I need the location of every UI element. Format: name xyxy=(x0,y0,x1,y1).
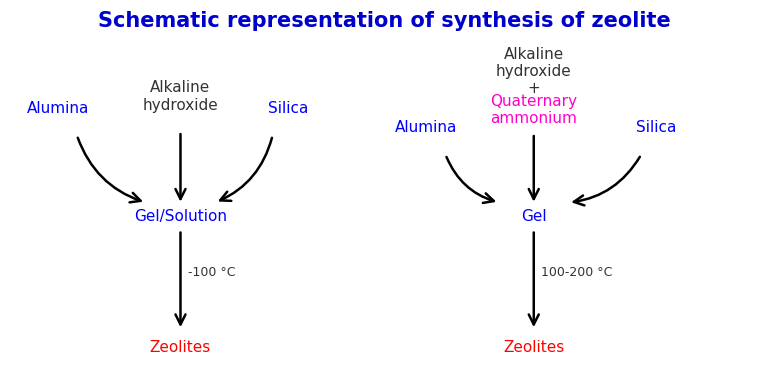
Text: Gel: Gel xyxy=(521,209,547,223)
Text: 100-200 °C: 100-200 °C xyxy=(541,266,613,279)
Text: Schematic representation of synthesis of zeolite: Schematic representation of synthesis of… xyxy=(98,11,670,31)
Text: Zeolites: Zeolites xyxy=(503,340,564,355)
Text: Silica: Silica xyxy=(637,120,677,135)
Text: Zeolites: Zeolites xyxy=(150,340,211,355)
Text: Gel/Solution: Gel/Solution xyxy=(134,209,227,223)
Text: Alumina: Alumina xyxy=(395,120,458,135)
Text: Alkaline
hydroxide
+: Alkaline hydroxide + xyxy=(496,46,571,96)
Text: Quaternary
ammonium: Quaternary ammonium xyxy=(490,94,578,126)
Text: Alkaline
hydroxide: Alkaline hydroxide xyxy=(143,80,218,113)
Text: Alumina: Alumina xyxy=(26,101,89,115)
Text: -100 °C: -100 °C xyxy=(188,266,236,279)
Text: Silica: Silica xyxy=(268,101,308,115)
